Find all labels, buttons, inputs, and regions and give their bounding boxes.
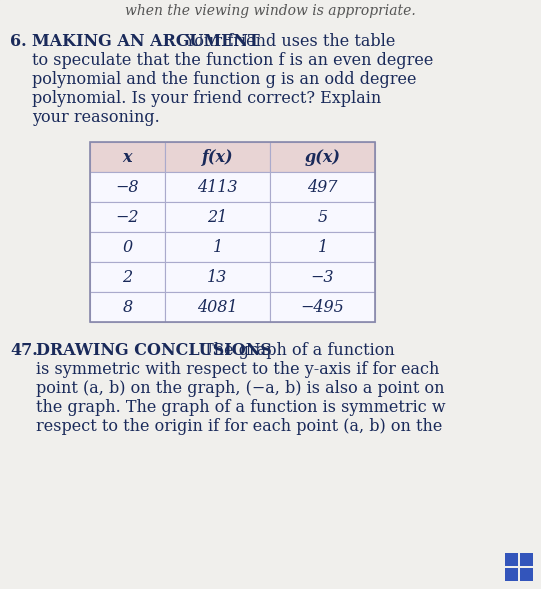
Text: 2: 2 (122, 269, 133, 286)
Bar (165, 202, 270, 232)
Text: 8: 8 (122, 299, 133, 316)
Bar (270, 202, 375, 232)
Text: respect to the origin if for each point (a, b) on the: respect to the origin if for each point … (36, 418, 443, 435)
Text: 1: 1 (318, 239, 327, 256)
Text: 4113: 4113 (197, 178, 237, 196)
Bar (505, 568, 518, 581)
Bar (520, 553, 533, 566)
Text: −2: −2 (116, 209, 139, 226)
Bar (165, 142, 270, 172)
Text: x: x (123, 148, 132, 166)
Text: Your friend uses the table: Your friend uses the table (180, 33, 395, 50)
Bar (520, 568, 533, 581)
Bar (90, 142, 165, 172)
Bar (165, 172, 270, 202)
Text: to speculate that the function f is an even degree: to speculate that the function f is an e… (32, 52, 433, 69)
Text: g(x): g(x) (305, 148, 340, 166)
Text: 6.: 6. (10, 33, 27, 50)
Text: DRAWING CONCLUSIONS: DRAWING CONCLUSIONS (36, 342, 272, 359)
Bar (90, 202, 165, 232)
Bar (270, 172, 375, 202)
Bar (270, 142, 375, 172)
Text: 497: 497 (307, 178, 338, 196)
Text: 21: 21 (207, 209, 228, 226)
Text: 47.: 47. (10, 342, 38, 359)
Text: point (a, b) on the graph, (−a, b) is also a point on: point (a, b) on the graph, (−a, b) is al… (36, 380, 445, 397)
Bar (165, 292, 270, 322)
Text: 0: 0 (122, 239, 133, 256)
Text: −495: −495 (301, 299, 345, 316)
Bar (90, 172, 165, 202)
Bar (90, 142, 375, 322)
Bar (165, 262, 270, 292)
Text: The graph of a function: The graph of a function (198, 342, 395, 359)
Bar (505, 553, 518, 566)
Text: −8: −8 (116, 178, 139, 196)
Text: MAKING AN ARGUMENT: MAKING AN ARGUMENT (32, 33, 260, 50)
Text: when the viewing window is appropriate.: when the viewing window is appropriate. (124, 4, 415, 18)
Text: f(x): f(x) (202, 148, 233, 166)
Text: 13: 13 (207, 269, 228, 286)
Text: 1: 1 (213, 239, 222, 256)
Text: the graph. The graph of a function is symmetric w: the graph. The graph of a function is sy… (36, 399, 446, 416)
Bar (270, 262, 375, 292)
Bar (90, 292, 165, 322)
Bar (270, 292, 375, 322)
Text: −3: −3 (311, 269, 334, 286)
Bar (90, 262, 165, 292)
Text: polynomial and the function g is an odd degree: polynomial and the function g is an odd … (32, 71, 417, 88)
Text: 5: 5 (318, 209, 327, 226)
Bar (165, 232, 270, 262)
Text: 4081: 4081 (197, 299, 237, 316)
Text: your reasoning.: your reasoning. (32, 109, 160, 126)
Text: is symmetric with respect to the y-axis if for each: is symmetric with respect to the y-axis … (36, 361, 439, 378)
Bar (270, 232, 375, 262)
Text: polynomial. Is your friend correct? Explain: polynomial. Is your friend correct? Expl… (32, 90, 381, 107)
Bar (90, 232, 165, 262)
